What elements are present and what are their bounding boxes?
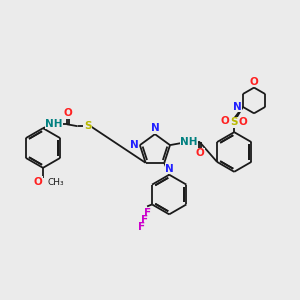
Text: O: O bbox=[250, 76, 258, 87]
Text: F: F bbox=[138, 222, 145, 232]
Text: F: F bbox=[141, 215, 148, 225]
Text: NH: NH bbox=[45, 119, 63, 129]
Text: N: N bbox=[151, 123, 159, 133]
Text: N: N bbox=[130, 140, 139, 150]
Text: NH: NH bbox=[180, 136, 198, 147]
Text: F: F bbox=[143, 208, 151, 218]
Text: O: O bbox=[221, 116, 230, 126]
Text: S: S bbox=[84, 121, 91, 131]
Text: N: N bbox=[233, 102, 242, 112]
Text: O: O bbox=[33, 177, 42, 187]
Text: CH₃: CH₃ bbox=[48, 178, 64, 187]
Text: N: N bbox=[165, 164, 174, 174]
Text: O: O bbox=[63, 108, 72, 118]
Text: O: O bbox=[195, 148, 204, 158]
Text: O: O bbox=[239, 117, 248, 127]
Text: S: S bbox=[230, 117, 238, 127]
